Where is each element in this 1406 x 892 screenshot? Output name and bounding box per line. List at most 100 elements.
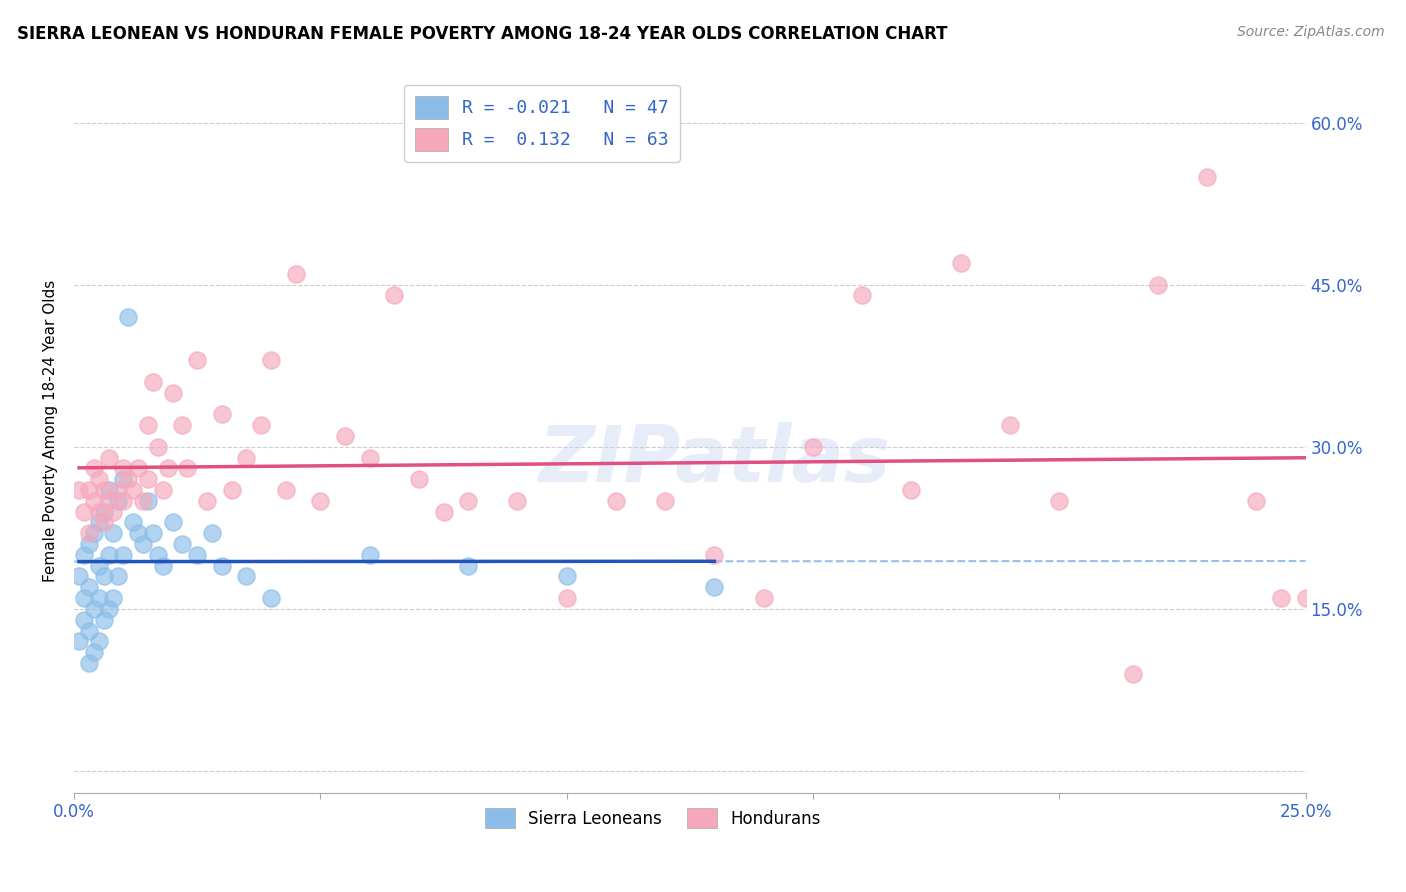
Point: [112, 493, 135, 508]
Point: [87, 516, 110, 530]
Point: [506, 493, 529, 508]
Point: [211, 408, 233, 422]
Point: [73, 613, 96, 627]
Point: [172, 537, 194, 551]
Point: [87, 472, 110, 486]
Point: [107, 569, 129, 583]
Point: [103, 591, 125, 606]
Point: [103, 526, 125, 541]
Point: [122, 483, 145, 497]
Point: [77, 580, 100, 594]
Point: [359, 548, 381, 562]
Point: [97, 450, 120, 465]
Point: [235, 569, 257, 583]
Point: [67, 634, 90, 648]
Point: [1146, 277, 1168, 292]
Point: [1246, 493, 1268, 508]
Point: [83, 602, 105, 616]
Point: [309, 493, 332, 508]
Point: [142, 375, 165, 389]
Point: [87, 591, 110, 606]
Point: [235, 450, 257, 465]
Point: [73, 505, 96, 519]
Point: [77, 483, 100, 497]
Point: [186, 353, 208, 368]
Point: [73, 548, 96, 562]
Point: [605, 493, 627, 508]
Point: [408, 472, 430, 486]
Text: ZIPatlas: ZIPatlas: [538, 422, 890, 498]
Point: [654, 493, 676, 508]
Point: [146, 548, 169, 562]
Point: [127, 461, 149, 475]
Point: [146, 440, 169, 454]
Point: [136, 493, 159, 508]
Point: [284, 267, 307, 281]
Point: [87, 634, 110, 648]
Point: [83, 645, 105, 659]
Point: [136, 472, 159, 486]
Point: [107, 493, 129, 508]
Point: [117, 310, 139, 324]
Point: [152, 483, 174, 497]
Point: [156, 461, 179, 475]
Point: [103, 505, 125, 519]
Point: [87, 558, 110, 573]
Point: [432, 505, 454, 519]
Point: [221, 483, 243, 497]
Point: [136, 418, 159, 433]
Point: [83, 526, 105, 541]
Point: [112, 461, 135, 475]
Point: [1295, 591, 1317, 606]
Point: [122, 516, 145, 530]
Point: [67, 569, 90, 583]
Point: [107, 483, 129, 497]
Point: [555, 569, 578, 583]
Point: [851, 288, 873, 302]
Point: [359, 450, 381, 465]
Point: [250, 418, 273, 433]
Point: [83, 461, 105, 475]
Point: [752, 591, 775, 606]
Point: [83, 493, 105, 508]
Point: [93, 483, 115, 497]
Point: [77, 537, 100, 551]
Point: [172, 418, 194, 433]
Point: [201, 526, 224, 541]
Point: [77, 624, 100, 638]
Point: [142, 526, 165, 541]
Point: [186, 548, 208, 562]
Point: [176, 461, 198, 475]
Point: [97, 493, 120, 508]
Point: [1270, 591, 1292, 606]
Point: [162, 516, 184, 530]
Point: [1047, 493, 1070, 508]
Point: [112, 548, 135, 562]
Point: [93, 516, 115, 530]
Point: [73, 591, 96, 606]
Point: [127, 526, 149, 541]
Text: Source: ZipAtlas.com: Source: ZipAtlas.com: [1237, 25, 1385, 39]
Point: [152, 558, 174, 573]
Point: [1122, 666, 1144, 681]
Point: [998, 418, 1021, 433]
Point: [457, 558, 479, 573]
Point: [703, 548, 725, 562]
Point: [900, 483, 922, 497]
Point: [112, 472, 135, 486]
Point: [87, 505, 110, 519]
Point: [211, 558, 233, 573]
Point: [801, 440, 824, 454]
Point: [949, 256, 972, 270]
Point: [333, 429, 356, 443]
Point: [382, 288, 405, 302]
Point: [77, 526, 100, 541]
Point: [117, 472, 139, 486]
Point: [93, 613, 115, 627]
Point: [703, 580, 725, 594]
Point: [93, 569, 115, 583]
Point: [132, 537, 155, 551]
Point: [162, 385, 184, 400]
Point: [93, 505, 115, 519]
Point: [260, 591, 283, 606]
